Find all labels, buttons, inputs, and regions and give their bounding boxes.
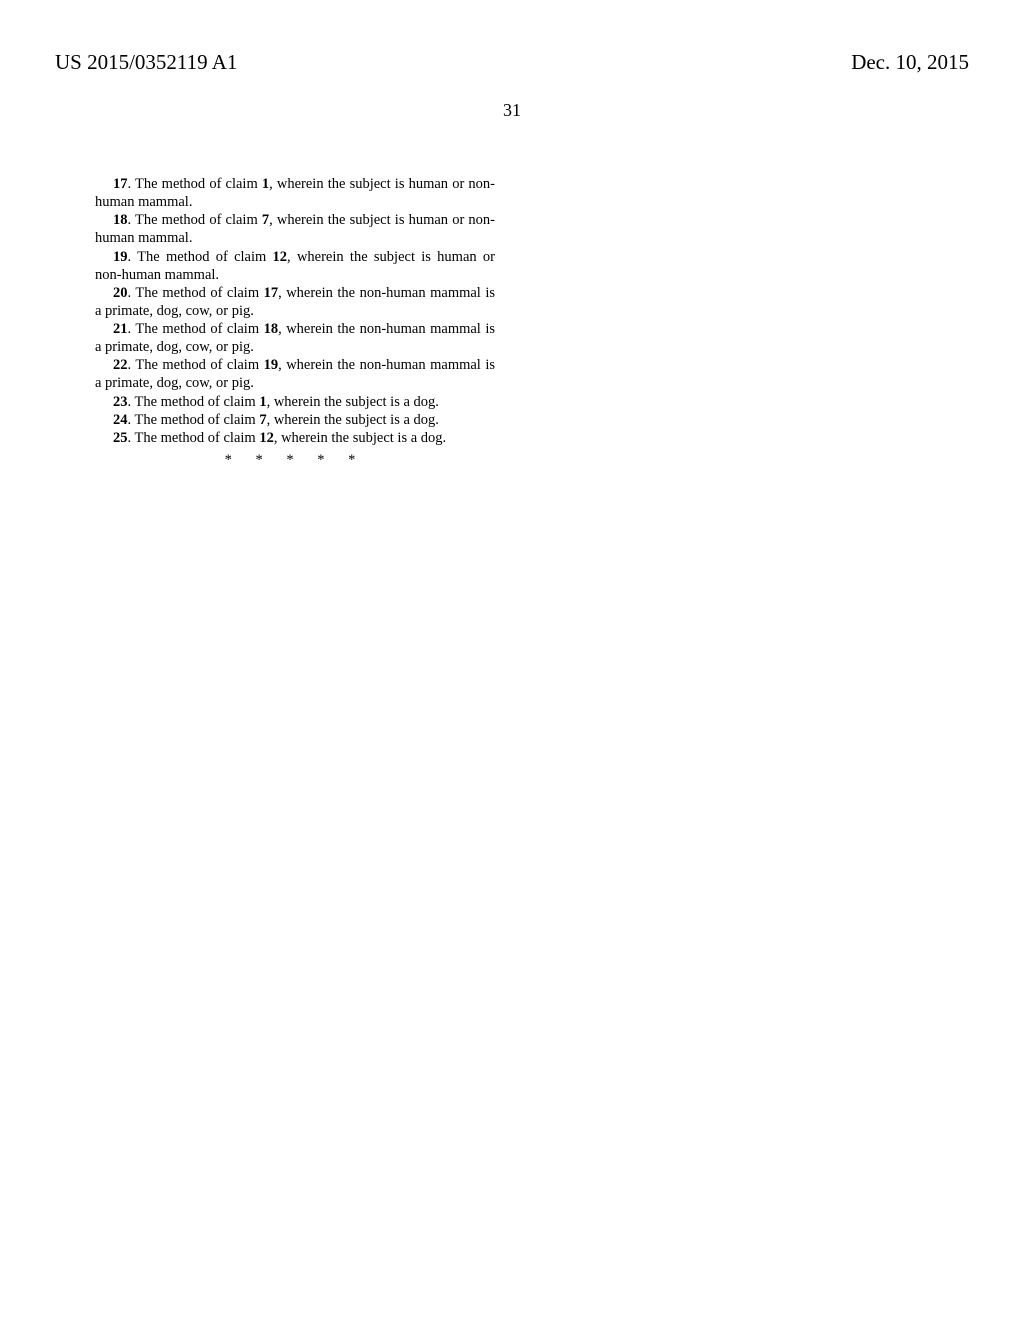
claim-number: 20 bbox=[113, 285, 128, 301]
claim-text-before: . The method of claim bbox=[128, 412, 260, 428]
publication-date: Dec. 10, 2015 bbox=[851, 50, 969, 75]
claim-number: 19 bbox=[113, 249, 128, 265]
claim-reference: 19 bbox=[264, 357, 279, 373]
claim-23: 23. The method of claim 1, wherein the s… bbox=[95, 393, 495, 411]
publication-number: US 2015/0352119 A1 bbox=[55, 50, 237, 74]
claim-number: 17 bbox=[113, 176, 128, 192]
claim-17: 17. The method of claim 1, wherein the s… bbox=[95, 175, 495, 211]
claim-number: 22 bbox=[113, 357, 128, 373]
claim-number: 23 bbox=[113, 394, 128, 410]
claim-text-before: . The method of claim bbox=[128, 321, 264, 337]
claim-reference: 12 bbox=[259, 430, 274, 446]
claim-number: 24 bbox=[113, 412, 128, 428]
claims-column: 17. The method of claim 1, wherein the s… bbox=[95, 175, 495, 469]
claim-text-before: . The method of claim bbox=[128, 357, 264, 373]
claim-reference: 1 bbox=[259, 394, 266, 410]
claim-text-after: , wherein the subject is a dog. bbox=[274, 430, 446, 446]
claim-number: 25 bbox=[113, 430, 128, 446]
claims-terminator: * * * * * bbox=[95, 451, 495, 469]
claim-text-after: , wherein the subject is a dog. bbox=[267, 394, 439, 410]
claim-22: 22. The method of claim 19, wherein the … bbox=[95, 356, 495, 392]
claim-text-before: . The method of claim bbox=[128, 285, 264, 301]
claim-18: 18. The method of claim 7, wherein the s… bbox=[95, 211, 495, 247]
claim-19: 19. The method of claim 12, wherein the … bbox=[95, 248, 495, 284]
claim-text-before: . The method of claim bbox=[128, 249, 273, 265]
claim-20: 20. The method of claim 17, wherein the … bbox=[95, 284, 495, 320]
claim-text-before: . The method of claim bbox=[128, 394, 260, 410]
claim-reference: 17 bbox=[264, 285, 279, 301]
claim-text-before: . The method of claim bbox=[128, 430, 260, 446]
claim-text-before: . The method of claim bbox=[128, 176, 262, 192]
claim-reference: 18 bbox=[264, 321, 279, 337]
claim-number: 21 bbox=[113, 321, 128, 337]
page-number: 31 bbox=[503, 100, 521, 121]
page-header: US 2015/0352119 A1 Dec. 10, 2015 bbox=[0, 50, 1024, 75]
claim-25: 25. The method of claim 12, wherein the … bbox=[95, 429, 495, 447]
claim-24: 24. The method of claim 7, wherein the s… bbox=[95, 411, 495, 429]
claim-21: 21. The method of claim 18, wherein the … bbox=[95, 320, 495, 356]
claim-reference: 12 bbox=[273, 249, 288, 265]
claim-text-after: , wherein the subject is a dog. bbox=[267, 412, 439, 428]
claim-text-before: . The method of claim bbox=[128, 212, 262, 228]
claim-number: 18 bbox=[113, 212, 128, 228]
claim-reference: 7 bbox=[259, 412, 266, 428]
